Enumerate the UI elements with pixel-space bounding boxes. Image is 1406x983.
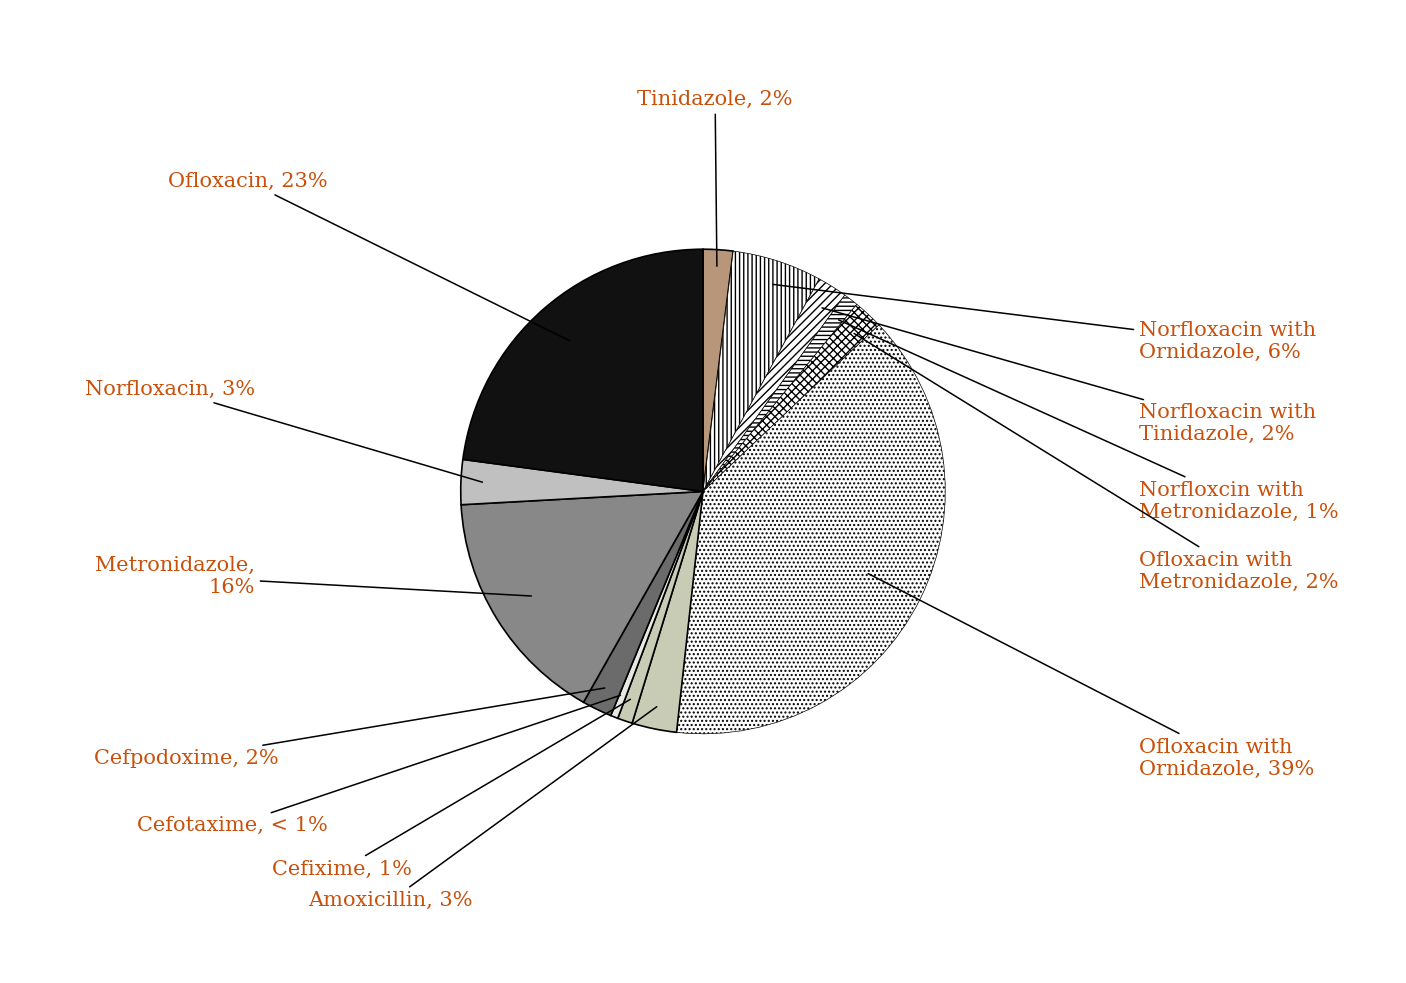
Wedge shape xyxy=(617,492,703,723)
Wedge shape xyxy=(610,492,703,719)
Text: Amoxicillin, 3%: Amoxicillin, 3% xyxy=(308,707,657,910)
Text: Cefotaxime, < 1%: Cefotaxime, < 1% xyxy=(136,695,620,836)
Text: Norfloxacin, 3%: Norfloxacin, 3% xyxy=(84,380,482,483)
Text: Tinidazole, 2%: Tinidazole, 2% xyxy=(637,89,793,266)
Text: Norfloxacin with
Tinidazole, 2%: Norfloxacin with Tinidazole, 2% xyxy=(823,308,1316,444)
Text: Cefixime, 1%: Cefixime, 1% xyxy=(273,699,630,879)
Wedge shape xyxy=(461,459,703,504)
Text: Cefpodoxime, 2%: Cefpodoxime, 2% xyxy=(94,688,605,768)
Text: Norfloxacin with
Ornidazole, 6%: Norfloxacin with Ornidazole, 6% xyxy=(773,284,1316,362)
Text: Ofloxacin with
Metronidazole, 2%: Ofloxacin with Metronidazole, 2% xyxy=(853,333,1339,592)
Text: Ofloxacin with
Ornidazole, 39%: Ofloxacin with Ornidazole, 39% xyxy=(868,574,1315,779)
Wedge shape xyxy=(461,492,703,702)
Wedge shape xyxy=(633,492,703,732)
Text: Norfloxcin with
Metronidazole, 1%: Norfloxcin with Metronidazole, 1% xyxy=(838,319,1339,522)
Text: Ofloxacin, 23%: Ofloxacin, 23% xyxy=(167,172,569,341)
Wedge shape xyxy=(703,305,879,492)
Wedge shape xyxy=(463,250,703,492)
Wedge shape xyxy=(703,251,820,492)
Text: Metronidazole,
16%: Metronidazole, 16% xyxy=(96,555,531,597)
Wedge shape xyxy=(676,325,945,733)
Wedge shape xyxy=(703,295,856,492)
Wedge shape xyxy=(583,492,703,716)
Wedge shape xyxy=(703,279,845,492)
Wedge shape xyxy=(703,250,733,492)
